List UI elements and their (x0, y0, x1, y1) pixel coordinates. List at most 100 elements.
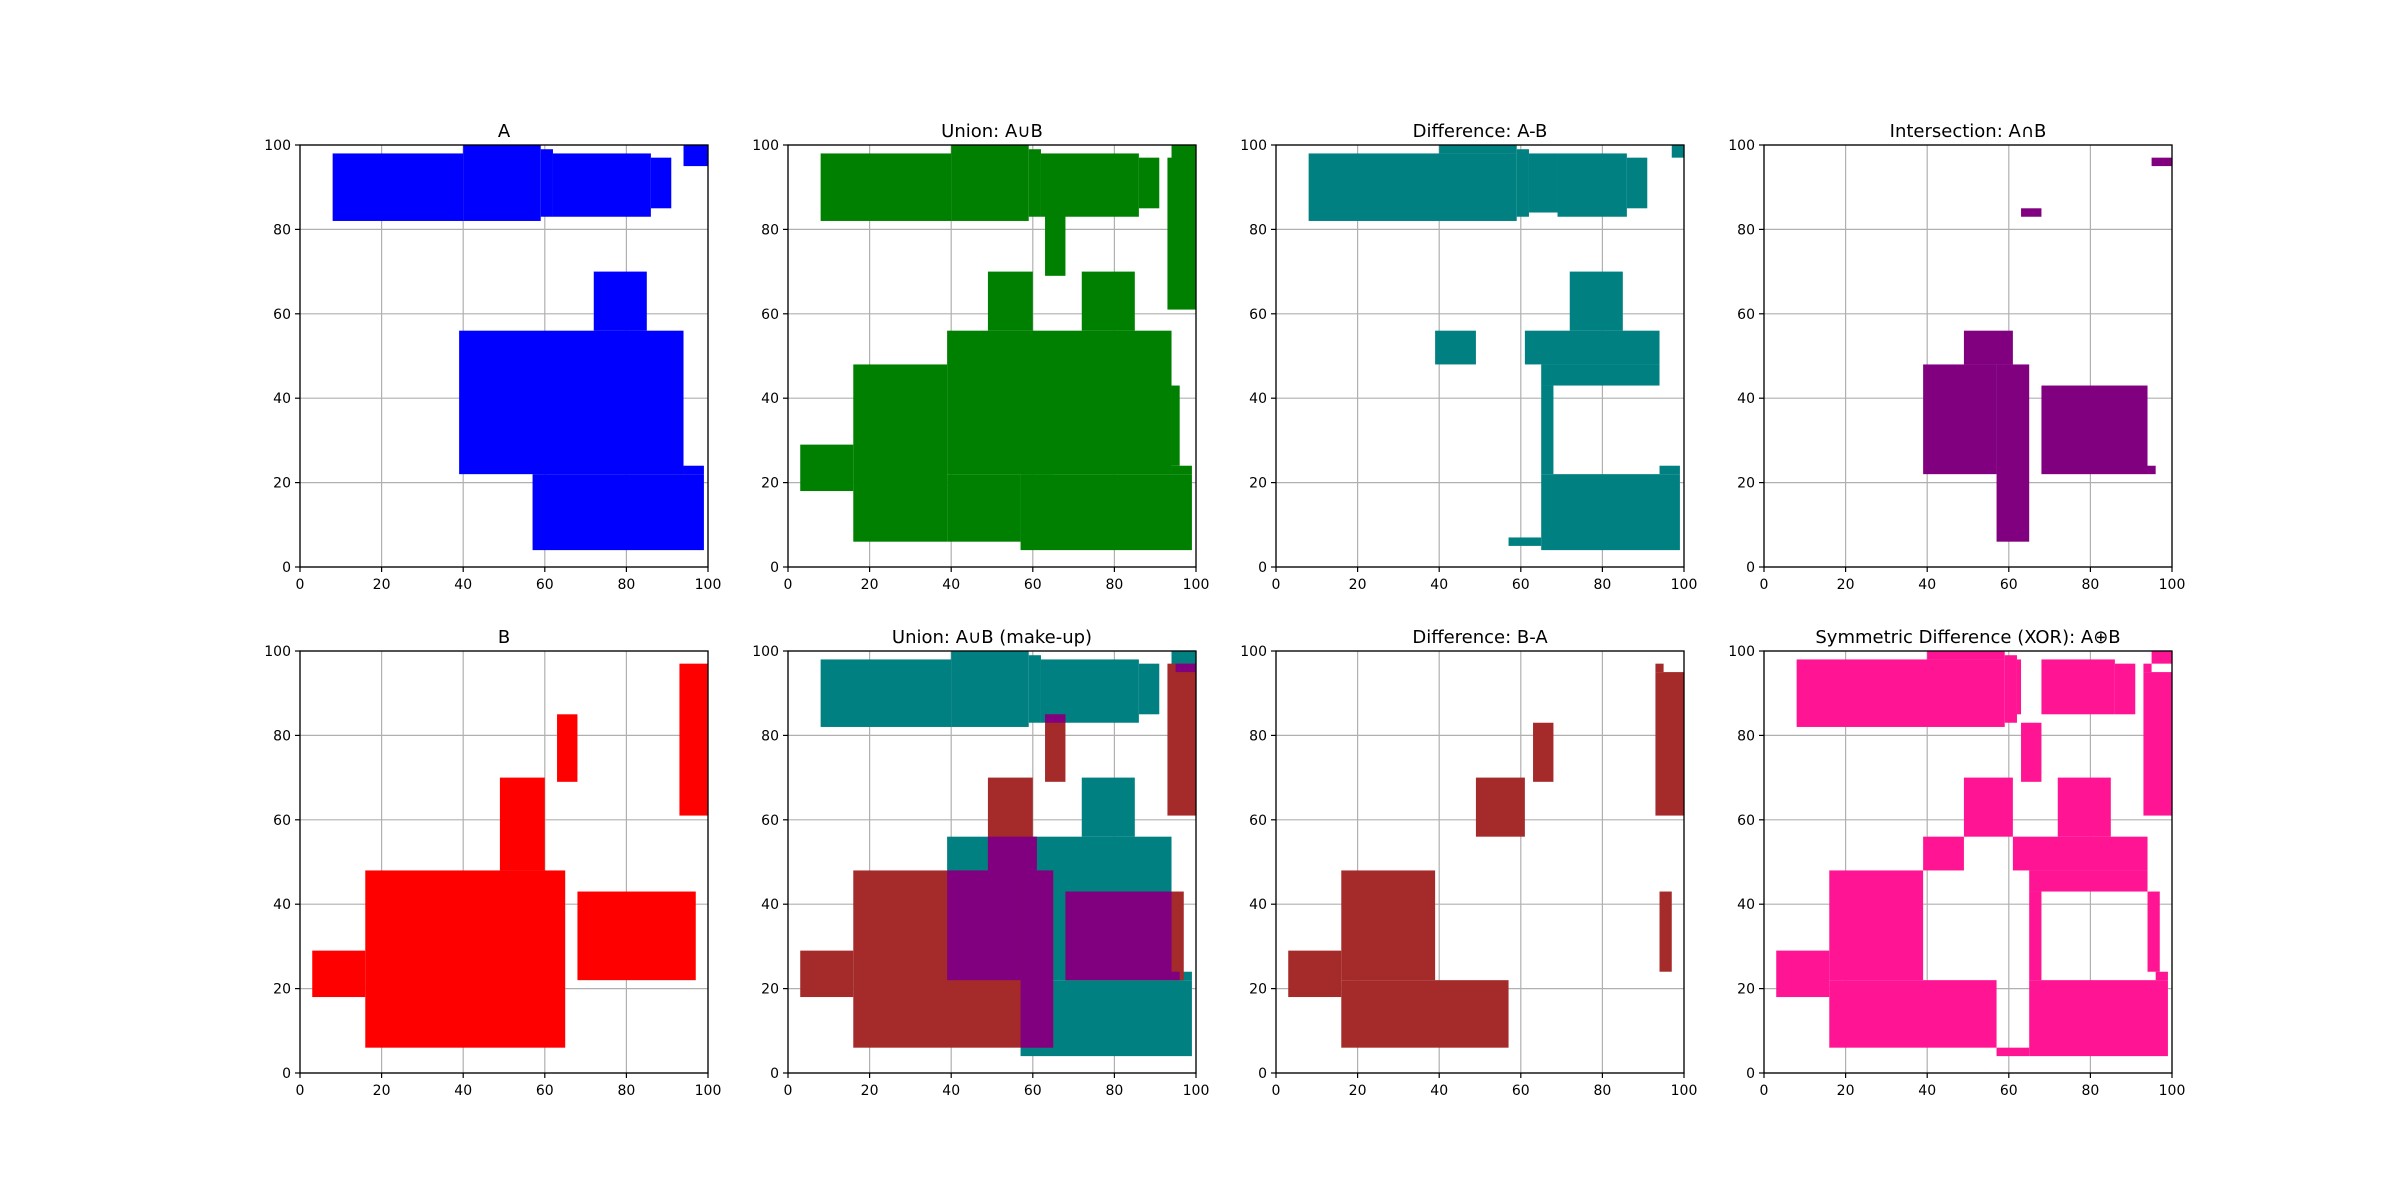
x-tick-label: 80 (2081, 1083, 2099, 1099)
x-tick-label: 60 (536, 1083, 554, 1099)
subplot-title: Difference: B-A (1412, 627, 1548, 648)
x-tick-label: 20 (1349, 577, 1367, 593)
x-tick-label: 0 (1760, 1083, 1769, 1099)
region-rect (820, 659, 952, 727)
subplot-4: 0 20 40 60 80 100 0 20 40 60 80 100 Intersection: A∩… (1728, 121, 2185, 593)
x-tick-label: 0 (1272, 1083, 1281, 1099)
region-rect (2012, 836, 2148, 871)
region-rect (1671, 145, 1684, 158)
y-tick-label: 40 (1249, 391, 1267, 407)
x-tick-label: 20 (1837, 1083, 1855, 1099)
region-rect (1045, 208, 1066, 276)
x-tick-label: 80 (617, 1083, 635, 1099)
y-tick-label: 80 (1737, 728, 1755, 744)
y-tick-label: 40 (1737, 897, 1755, 913)
region-rect (2151, 651, 2172, 664)
y-tick-label: 60 (761, 307, 779, 323)
y-tick-label: 0 (1258, 1066, 1267, 1082)
x-tick-label: 100 (2159, 577, 2186, 593)
x-tick-label: 100 (695, 1083, 722, 1099)
region-rect (1167, 663, 1196, 816)
region-rect (1626, 157, 1648, 209)
x-tick-label: 0 (1272, 577, 1281, 593)
x-tick-label: 100 (1183, 577, 1210, 593)
region-rect (2155, 971, 2168, 981)
x-tick-label: 40 (942, 1083, 960, 1099)
x-tick-label: 60 (1024, 577, 1042, 593)
region-rect (1557, 153, 1627, 217)
y-tick-label: 100 (1728, 644, 1755, 660)
region-rect (1533, 722, 1554, 782)
x-tick-label: 20 (861, 577, 879, 593)
region-rect (1020, 870, 1054, 1048)
region-rect (1524, 330, 1660, 365)
y-tick-label: 0 (1258, 560, 1267, 576)
x-tick-label: 40 (1918, 1083, 1936, 1099)
region-rect (1923, 364, 1997, 475)
subplot-title: Difference: A-B (1413, 121, 1548, 142)
axes-frame (299, 650, 709, 1074)
axes-frame (1275, 144, 1685, 568)
subplot-7: 0 20 40 60 80 100 0 20 40 60 80 100 Difference: B-A (1240, 627, 1697, 1099)
y-tick-label: 20 (273, 476, 291, 492)
y-tick-label: 0 (1746, 1066, 1755, 1082)
x-tick-label: 40 (454, 1083, 472, 1099)
region-rect (532, 474, 704, 551)
region-rect (683, 465, 704, 475)
region-rect (2143, 672, 2172, 816)
region-rect (1923, 836, 1964, 871)
region-rect (1020, 364, 1054, 475)
subplot-8: 0 20 40 60 80 100 0 20 40 60 80 100 Symmetric Differ… (1728, 627, 2185, 1099)
y-tick-label: 60 (761, 813, 779, 829)
y-tick-label: 100 (1240, 644, 1267, 660)
region-rect (1541, 385, 1554, 475)
region-rect (947, 870, 1021, 981)
y-tick-label: 40 (1249, 897, 1267, 913)
region-rect (2147, 891, 2160, 972)
region-rect (1341, 980, 1509, 1048)
x-tick-label: 20 (373, 577, 391, 593)
x-tick-label: 40 (454, 577, 472, 593)
region-rect (2151, 157, 2172, 167)
region-rect (2029, 980, 2168, 1057)
x-tick-label: 0 (296, 577, 305, 593)
y-tick-label: 100 (264, 644, 291, 660)
region-rect (1171, 971, 1180, 981)
x-tick-label: 60 (1512, 577, 1530, 593)
axes-frame (787, 650, 1197, 1074)
region-rect (2147, 465, 2156, 475)
y-tick-label: 80 (761, 222, 779, 238)
region-rect (593, 271, 647, 331)
region-rect (1996, 1047, 2030, 1057)
y-tick-label: 20 (273, 982, 291, 998)
region-rect (800, 444, 854, 492)
region-rect (2114, 663, 2136, 715)
region-rect (459, 330, 684, 475)
y-tick-label: 40 (761, 897, 779, 913)
region-rect (1138, 157, 1160, 209)
y-tick-label: 60 (1249, 307, 1267, 323)
subplot-title: A (498, 121, 511, 142)
region-rect (2143, 663, 2152, 673)
region-rect (947, 474, 1021, 542)
region-rect (2029, 891, 2042, 981)
region-rect (1655, 672, 1684, 816)
y-tick-label: 40 (273, 391, 291, 407)
region-rect (499, 777, 545, 871)
x-tick-label: 80 (1105, 577, 1123, 593)
region-rect (2021, 208, 2042, 217)
region-rect (800, 950, 854, 998)
region-rect (1081, 271, 1135, 331)
region-rect (557, 714, 578, 782)
y-tick-label: 80 (1249, 728, 1267, 744)
region-rect (1167, 157, 1196, 310)
region-rect (650, 157, 672, 209)
region-rect (683, 145, 708, 167)
subplot-1: 0 20 40 60 80 100 0 20 40 60 80 100 A (264, 121, 721, 593)
y-tick-label: 80 (273, 728, 291, 744)
region-rect (1045, 714, 1066, 782)
region-rect (1475, 777, 1525, 837)
subplot-title: Symmetric Difference (XOR): A⊕B (1815, 627, 2120, 648)
region-rect (2041, 385, 2148, 475)
